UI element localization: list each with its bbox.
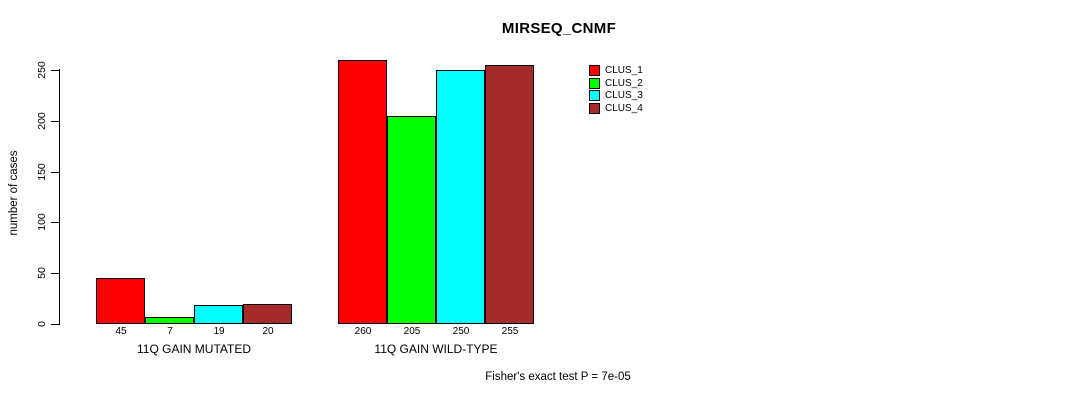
y-tick-mark: [51, 273, 59, 274]
y-tick-label: 150: [36, 163, 48, 181]
y-tick-label: 0: [36, 321, 48, 327]
y-tick-mark: [51, 324, 59, 325]
annotation-text: Fisher's exact test P = 7e-05: [485, 371, 631, 383]
legend-label: CLUS_1: [605, 65, 643, 76]
y-tick-mark: [51, 172, 59, 173]
bar-value-label: 205: [403, 326, 421, 337]
legend-item-clus_4: CLUS_4: [589, 102, 643, 114]
bar-11q-gain-wild-type-clus_3: [436, 70, 485, 324]
bar-11q-gain-wild-type-clus_4: [485, 65, 534, 324]
y-tick-label: 250: [36, 61, 48, 79]
legend-label: CLUS_4: [605, 102, 643, 114]
legend-item-clus_3: CLUS_3: [589, 90, 643, 101]
legend-swatch-clus_3: [589, 90, 600, 101]
y-tick-mark: [51, 222, 59, 223]
legend-label: CLUS_3: [605, 90, 643, 101]
category-label-1: 11Q GAIN MUTATED: [136, 342, 252, 356]
y-tick-mark: [51, 70, 59, 71]
legend: CLUS_1 CLUS_2 CLUS_3 CLUS_4: [589, 65, 643, 114]
bar-11q-gain-wild-type-clus_2: [387, 116, 436, 324]
bar-value-label: 7: [167, 326, 173, 337]
y-tick-label: 50: [36, 267, 48, 279]
bar-value-label: 45: [115, 326, 127, 337]
bar-11q-gain-mutated-clus_1: [96, 278, 145, 324]
bar-value-label: 19: [213, 326, 225, 337]
bar-11q-gain-mutated-clus_4: [243, 304, 292, 324]
bar-11q-gain-mutated-clus_2: [145, 317, 194, 324]
y-tick-label: 100: [36, 213, 48, 231]
y-tick-label: 200: [36, 112, 48, 130]
bar-value-label: 260: [354, 326, 372, 337]
bar-value-label: 255: [501, 326, 519, 337]
bar-11q-gain-wild-type-clus_1: [338, 60, 387, 324]
y-tick-mark: [51, 121, 59, 122]
category-label-2: 11Q GAIN WILD-TYPE: [374, 342, 498, 356]
bar-value-label: 250: [452, 326, 470, 337]
y-axis-label: number of cases: [8, 150, 20, 236]
legend-swatch-clus_4: [589, 102, 600, 114]
bar-value-label: 20: [262, 326, 274, 337]
chart-title: MIRSEQ_CNMF: [501, 20, 617, 37]
bar-11q-gain-mutated-clus_3: [194, 305, 243, 324]
legend-swatch-clus_1: [589, 65, 600, 76]
legend-item-clus_1: CLUS_1: [589, 65, 643, 76]
y-axis-line: [59, 69, 60, 325]
legend-label: CLUS_2: [605, 77, 643, 89]
legend-item-clus_2: CLUS_2: [589, 77, 643, 89]
legend-swatch-clus_2: [589, 77, 600, 89]
